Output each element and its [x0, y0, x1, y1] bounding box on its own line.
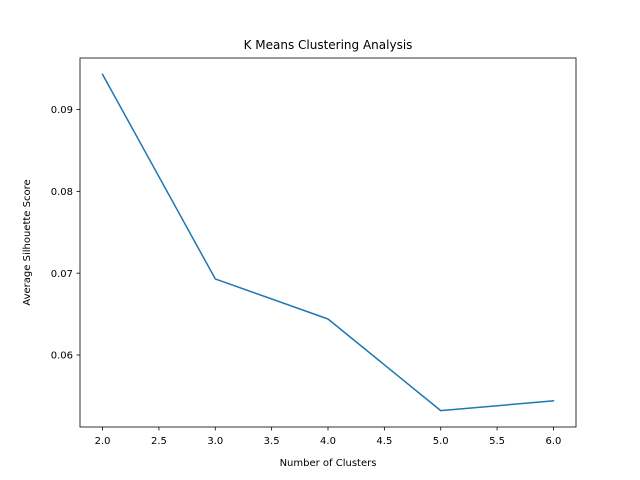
x-tick-label: 2.0: [95, 436, 111, 447]
series-line-0: [101, 73, 555, 412]
x-tick-label: 4.0: [320, 436, 336, 447]
x-tick-label: 6.0: [546, 436, 562, 447]
y-tick-label: 0.07: [51, 269, 73, 280]
chart-title: K Means Clustering Analysis: [244, 38, 413, 52]
y-tick-label: 0.09: [51, 105, 73, 116]
x-tick-label: 3.5: [264, 436, 280, 447]
plot-area: 2.0 2.5 3.0 3.5 4.0 4.5 5.0 5.5 6.0 0.06 0.07 0.08 0…: [51, 57, 577, 447]
y-tick-label: 0.06: [51, 351, 73, 362]
y-axis-label: Average Silhouette Score: [22, 179, 33, 305]
x-axis-label: Number of Clusters: [280, 458, 377, 469]
x-tick-label: 3.0: [207, 436, 223, 447]
x-tick-label: 4.5: [376, 436, 392, 447]
x-tick-label: 5.0: [433, 436, 449, 447]
y-tick-label: 0.08: [51, 187, 73, 198]
x-tick-label: 2.5: [151, 436, 167, 447]
x-tick-label: 5.5: [489, 436, 505, 447]
